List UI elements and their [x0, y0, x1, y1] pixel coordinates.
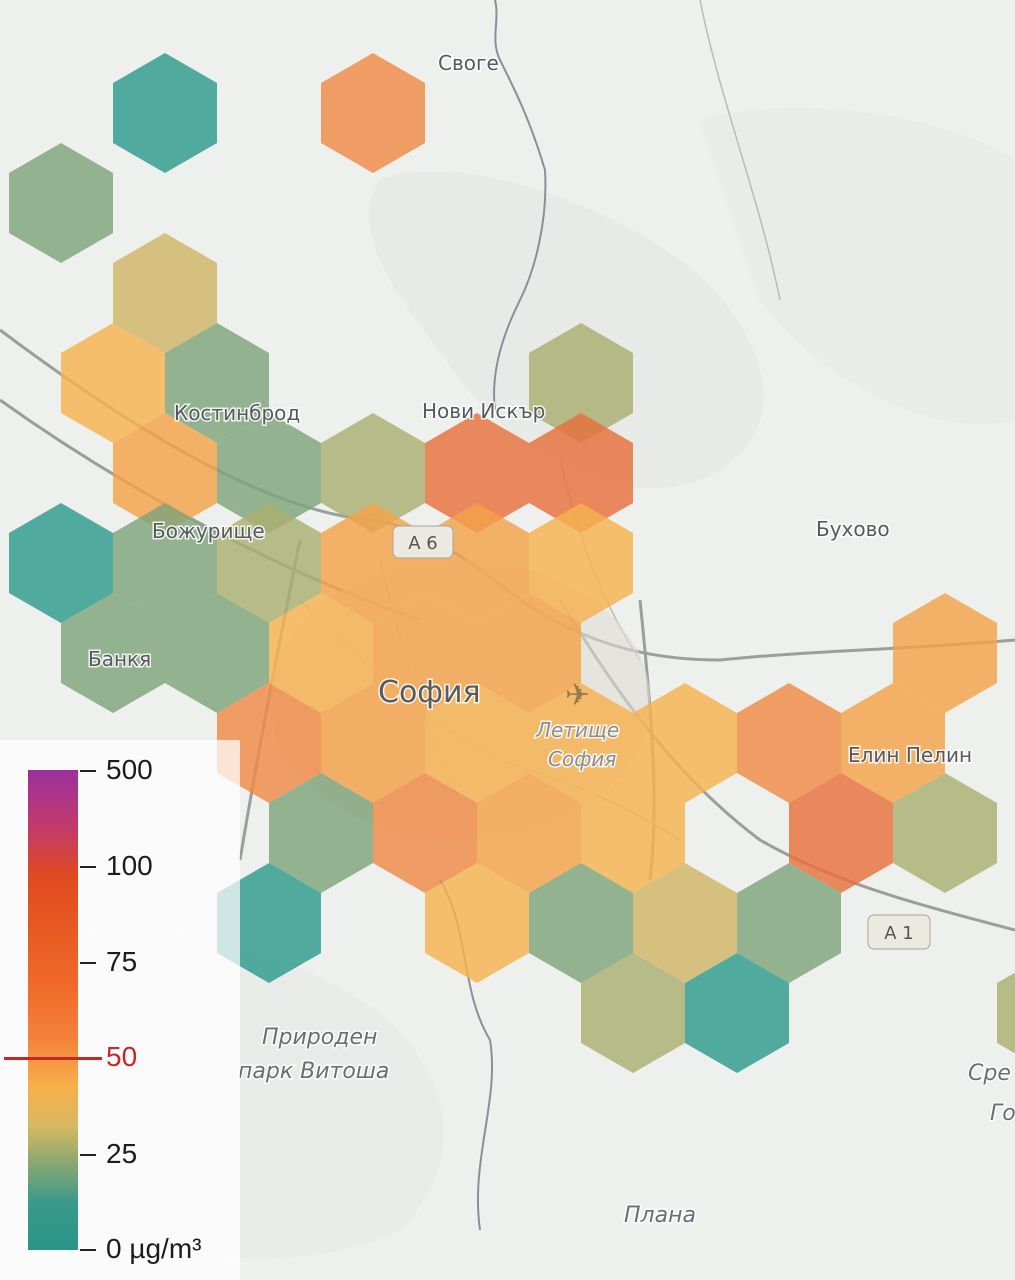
place-label-sofia: София: [378, 675, 481, 710]
svg-text:A 1: A 1: [884, 923, 914, 944]
hexbin-cell[interactable]: [321, 683, 425, 803]
hexbin-cell[interactable]: [529, 413, 633, 533]
legend-tick: [80, 770, 96, 772]
legend-tick: [80, 866, 96, 868]
hexbin-cell[interactable]: [529, 863, 633, 983]
hexbin-cell[interactable]: [529, 683, 633, 803]
hexbin-cell[interactable]: [269, 593, 373, 713]
road-shield-a6: A 6: [392, 525, 454, 559]
hexbin-cell[interactable]: [529, 323, 633, 443]
hexbin-layer: [9, 53, 1015, 1073]
hexbin-cell[interactable]: [9, 503, 113, 623]
hexbin-cell[interactable]: [581, 953, 685, 1073]
place-label-bozhurishte: Божурище: [152, 519, 265, 543]
place-label-airport-line2: София: [548, 747, 616, 771]
hexbin-cell[interactable]: [581, 773, 685, 893]
hexbin-cell[interactable]: [685, 953, 789, 1073]
road-shield-a1: A 1: [867, 914, 931, 950]
place-label-kostinbrod: Костинброд: [174, 401, 300, 425]
hexbin-cell[interactable]: [61, 593, 165, 713]
hexbin-cell[interactable]: [217, 683, 321, 803]
legend-tick: [80, 1154, 96, 1156]
hexbin-cell[interactable]: [737, 863, 841, 983]
hexbin-cell[interactable]: [893, 593, 997, 713]
hexbin-cell[interactable]: [633, 863, 737, 983]
hexbin-cell[interactable]: [113, 503, 217, 623]
place-label-sred-line2: Го: [990, 1101, 1015, 1126]
legend-tick: [80, 962, 96, 964]
legend-tick-label-0: 0 µg/m³: [106, 1233, 202, 1264]
hexbin-cell[interactable]: [217, 863, 321, 983]
legend-tick-label-75: 75: [106, 946, 138, 977]
hexbin-cell[interactable]: [633, 683, 737, 803]
place-label-plana: Плана: [624, 1203, 696, 1228]
place-label-buhovo: Бухово: [816, 517, 890, 541]
hexbin-cell[interactable]: [425, 413, 529, 533]
hexbin-cell[interactable]: [789, 773, 893, 893]
place-label-elin-pelin: Елин Пелин: [848, 743, 972, 767]
hexbin-cell[interactable]: [113, 53, 217, 173]
legend-tick: [80, 1249, 96, 1251]
hexbin-cell[interactable]: [425, 863, 529, 983]
hexbin-cell[interactable]: [113, 233, 217, 353]
place-label-airport-line1: Летище: [535, 718, 619, 742]
hexbin-cell[interactable]: [893, 773, 997, 893]
threshold-marker: [4, 1057, 102, 1060]
place-label-bankya: Банкя: [88, 647, 151, 671]
place-label-svoge: Своге: [438, 51, 499, 75]
hexbin-cell[interactable]: [373, 593, 477, 713]
hexbin-cell[interactable]: [373, 773, 477, 893]
color-scale-bar: [28, 770, 78, 1250]
place-labels: Своге Костинброд Нови Искър Божурище Бух…: [87, 50, 1015, 1230]
hexbin-cell[interactable]: [529, 503, 633, 623]
place-label-novi-iskar: Нови Искър: [422, 399, 545, 423]
legend-tick-label-500: 500: [106, 754, 153, 785]
hexbin-cell[interactable]: [61, 323, 165, 443]
hexbin-cell[interactable]: [217, 413, 321, 533]
place-label-vitosha-line1: Природен: [262, 1025, 377, 1050]
hexbin-cell[interactable]: [737, 683, 841, 803]
hexbin-cell[interactable]: [321, 413, 425, 533]
color-scale-legend: 500 100 75 50 25 0 µg/m³: [0, 740, 240, 1280]
hexbin-cell[interactable]: [9, 143, 113, 263]
hexbin-cell[interactable]: [425, 683, 529, 803]
hexbin-cell[interactable]: [477, 593, 581, 713]
hexbin-cell[interactable]: [165, 323, 269, 443]
hexbin-cell[interactable]: [997, 953, 1015, 1073]
airport-icon: ✈: [565, 678, 590, 713]
hexbin-cell[interactable]: [113, 413, 217, 533]
legend-tick-label-100: 100: [106, 850, 153, 881]
svg-text:A 6: A 6: [408, 533, 438, 554]
place-label-sred-line1: Сре: [968, 1061, 1011, 1086]
legend-tick-label-50: 50: [106, 1041, 138, 1072]
hexbin-cell[interactable]: [165, 593, 269, 713]
hexbin-cell[interactable]: [217, 503, 321, 623]
legend-tick-label-25: 25: [106, 1138, 138, 1169]
hexbin-cell[interactable]: [321, 53, 425, 173]
hexbin-cell[interactable]: [841, 683, 945, 803]
place-label-vitosha-line2: парк Витоша: [238, 1059, 389, 1084]
hexbin-cell[interactable]: [269, 773, 373, 893]
hexbin-cell[interactable]: [477, 773, 581, 893]
